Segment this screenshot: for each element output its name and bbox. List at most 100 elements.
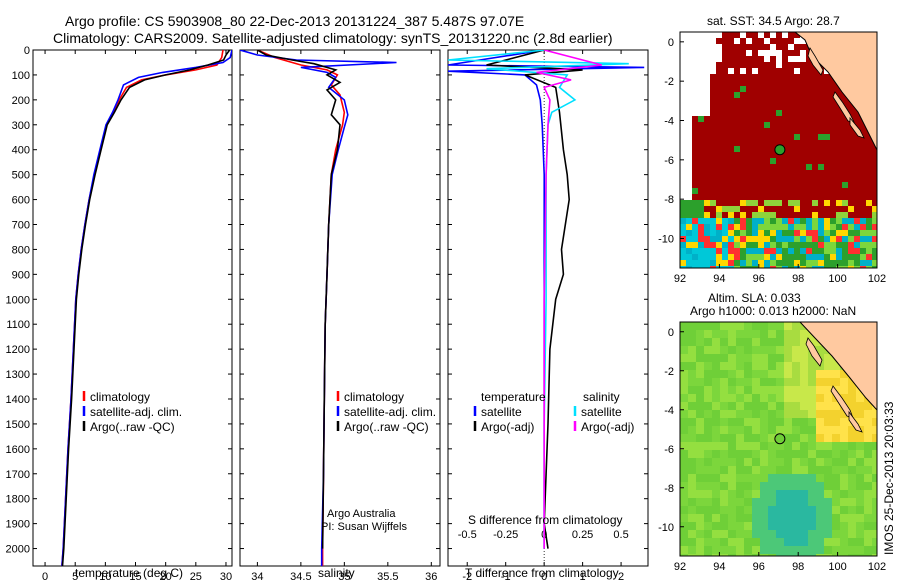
sst-cell <box>776 32 782 38</box>
sla-cell <box>736 490 744 498</box>
sst-cell <box>776 122 782 128</box>
sla-cell <box>800 466 808 474</box>
sla-cell <box>824 394 832 402</box>
sst-cell <box>800 170 806 176</box>
sst-cell <box>788 140 794 146</box>
sla-cell <box>752 418 760 426</box>
sst-cell <box>770 158 776 164</box>
sst-cell <box>782 254 788 260</box>
sst-cell <box>776 116 782 122</box>
sla-cell <box>680 402 688 410</box>
sst-cell <box>716 128 722 134</box>
sla-cell <box>744 538 752 546</box>
sst-cell <box>800 140 806 146</box>
sst-cell <box>812 98 818 104</box>
sla-cell <box>720 450 728 458</box>
difference-axes-frame <box>447 49 649 567</box>
sst-cell <box>740 128 746 134</box>
sst-cell <box>830 200 836 206</box>
sst-cell <box>800 68 806 74</box>
sst-cell <box>800 236 806 242</box>
sst-cell <box>758 200 764 206</box>
sst-cell <box>872 188 877 194</box>
sla-cell <box>864 426 872 434</box>
sst-cell <box>818 158 824 164</box>
sst-cell <box>836 176 842 182</box>
map-y-tick-label: -6 <box>664 444 674 456</box>
sst-cell <box>758 134 764 140</box>
sla-cell <box>768 506 776 514</box>
sst-cell <box>830 134 836 140</box>
sla-cell <box>848 538 856 546</box>
sst-cell <box>776 44 782 50</box>
sst-cell <box>788 266 794 268</box>
sst-cell <box>836 86 842 92</box>
sla-cell <box>792 498 800 506</box>
sla-cell <box>816 410 824 418</box>
sst-cell <box>734 92 740 98</box>
sst-cell <box>728 80 734 86</box>
sst-cell <box>722 134 728 140</box>
sst-cell <box>794 50 800 56</box>
sst-cell <box>692 128 698 134</box>
sla-cell <box>712 386 720 394</box>
sla-cell <box>736 466 744 474</box>
sst-cell <box>806 110 812 116</box>
sst-cell <box>776 194 782 200</box>
sst-cell <box>848 200 854 206</box>
sla-cell <box>856 546 864 554</box>
sla-cell <box>816 458 824 466</box>
sst-cell <box>752 254 758 260</box>
sla-cell <box>800 442 808 450</box>
sst-cell <box>800 212 806 218</box>
sst-cell <box>734 74 740 80</box>
sla-cell <box>808 514 816 522</box>
sla-cell <box>800 378 808 386</box>
sla-cell <box>696 410 704 418</box>
sst-cell <box>812 218 818 224</box>
sla-cell <box>808 386 816 394</box>
sst-cell <box>782 128 788 134</box>
sst-cell <box>770 266 776 268</box>
sst-cell <box>752 74 758 80</box>
sla-cell <box>832 474 840 482</box>
sst-cell <box>740 182 746 188</box>
sst-cell <box>818 224 824 230</box>
sla-cell <box>760 378 768 386</box>
sst-cell <box>824 236 830 242</box>
map-y-tick-label: -2 <box>664 76 674 88</box>
sla-cell <box>680 450 688 458</box>
sla-cell <box>808 482 816 490</box>
sst-cell <box>704 188 710 194</box>
sla-cell <box>816 426 824 434</box>
sla-cell <box>744 330 752 338</box>
sst-cell <box>830 98 836 104</box>
sst-cell <box>812 260 818 266</box>
sst-cell <box>836 260 842 266</box>
sla-cell <box>872 466 877 474</box>
sla-cell <box>768 370 776 378</box>
sst-cell <box>776 242 782 248</box>
sst-cell <box>734 194 740 200</box>
sla-cell <box>768 514 776 522</box>
salinity-series <box>240 50 397 566</box>
y-tick-label: 0 <box>24 45 30 57</box>
sla-cell <box>680 466 688 474</box>
sla-cell <box>696 450 704 458</box>
sst-cell <box>770 146 776 152</box>
sst-cell <box>770 56 776 62</box>
sla-cell <box>792 554 800 556</box>
sst-cell <box>734 164 740 170</box>
sla-cell <box>744 434 752 442</box>
sla-cell <box>720 482 728 490</box>
sst-cell <box>752 188 758 194</box>
sst-cell <box>776 188 782 194</box>
legend-label: Argo(-adj) <box>481 420 534 434</box>
y-tick-label: 1100 <box>6 319 30 331</box>
sla-cell <box>696 426 704 434</box>
sst-cell <box>836 170 842 176</box>
sst-cell <box>758 122 764 128</box>
sst-cell <box>740 56 746 62</box>
sla-cell <box>728 402 736 410</box>
